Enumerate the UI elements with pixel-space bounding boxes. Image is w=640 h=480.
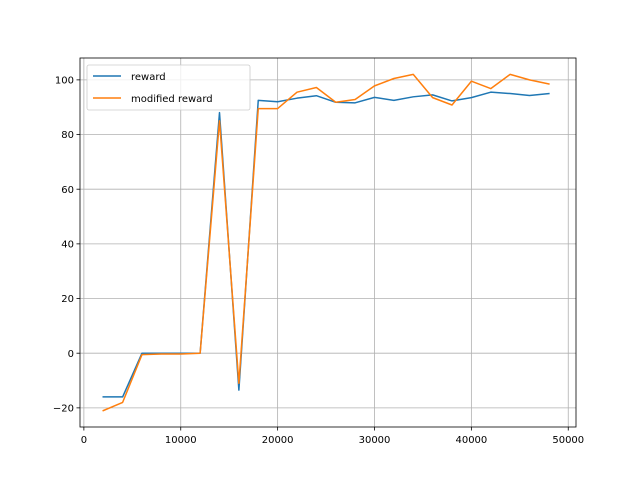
legend: reward modified reward	[86, 64, 251, 111]
legend-label: modified reward	[131, 94, 213, 105]
series-line-modified-reward	[102, 73, 550, 412]
plot-frame	[79, 57, 577, 428]
y-tick-label: 20	[61, 294, 74, 305]
x-tick-label: 20000	[262, 435, 294, 446]
y-tick-label: 60	[61, 185, 74, 196]
legend-label: reward	[131, 72, 166, 83]
x-tick-label: 40000	[455, 435, 487, 446]
x-tick-label: 50000	[552, 435, 584, 446]
series-layer	[102, 73, 550, 412]
x-tick-label: 30000	[359, 435, 391, 446]
y-tick-label: 80	[61, 130, 74, 141]
legend-box	[86, 64, 251, 111]
y-tick-label: 0	[68, 349, 74, 360]
x-tick-label: 0	[81, 435, 87, 446]
y-tick-label: −20	[53, 403, 74, 414]
y-tick-label: 100	[55, 75, 74, 86]
axis-ticks: 0 10000 20000 30000 40000 50000 −20 0 20 40 60 80 10…	[53, 75, 584, 446]
y-tick-label: 40	[61, 239, 74, 250]
x-tick-label: 10000	[165, 435, 197, 446]
series-line-reward	[102, 91, 550, 398]
